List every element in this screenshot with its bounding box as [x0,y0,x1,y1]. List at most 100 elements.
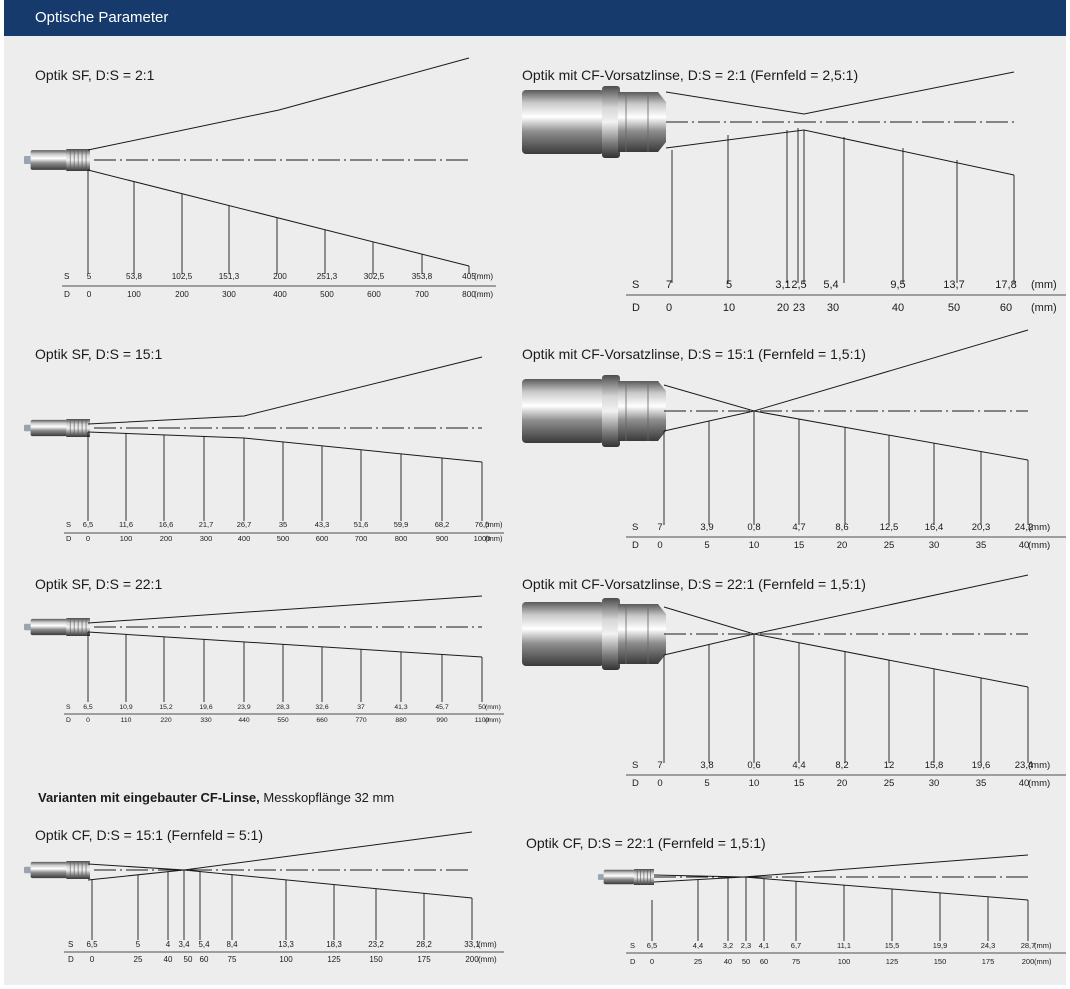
unit-label: (mm) [485,717,501,724]
spot-size-value: 28,3 [276,704,289,711]
distance-value: 400 [238,534,251,543]
sensor-head-icon [598,869,654,885]
distance-value: 100 [127,290,141,299]
diagram-title: Optik CF, D:S = 22:1 (Fernfeld = 1,5:1) [526,835,766,851]
d-row-label: D [632,540,639,551]
distance-value: 10 [749,778,760,789]
spot-size-value: 19,6 [199,704,212,711]
spot-size-value: 50 [478,704,486,711]
unit-label: (mm) [1028,760,1050,771]
beam-upper-edge [87,356,483,425]
distance-value: 50 [184,955,193,964]
distance-value: 500 [277,534,290,543]
sensor-head-icon [24,149,90,171]
spot-size-value: 3,4 [178,940,190,949]
sensor-body [30,861,67,879]
distance-value: 200 [175,290,189,299]
distance-value: 900 [436,534,449,543]
distance-value: 23 [793,302,805,314]
spot-size-value: 353,8 [412,272,433,281]
unit-label: (mm) [1031,302,1057,314]
distance-value: 30 [929,540,940,551]
diagram-sf-22-1: Optik SF, D:S = 22:1 SD 6,5 10,9 15,2 19,6 23,… [24,576,504,724]
distance-value: 100 [120,534,133,543]
beam-upper-edge [653,854,1029,878]
unit-label: (mm) [1028,522,1050,533]
spot-size-value: 7 [666,279,672,291]
distance-value: 200 [1022,957,1035,966]
spot-size-value: 4 [166,940,171,949]
section-note-bold: Varianten mit eingebauter CF-Linse, [38,790,260,805]
spot-size-value: 2,5 [791,279,806,291]
spot-size-value: 11,6 [119,520,133,529]
spot-size-value: 28,7 [1021,941,1036,950]
spot-size-value: 200 [273,272,287,281]
unit-label: (mm) [485,534,503,543]
unit-label: (mm) [485,520,503,529]
distance-value: 700 [355,534,368,543]
spot-size-value: 13,3 [278,940,294,949]
sensor-head-icon [24,618,90,636]
spot-size-value: 10,9 [119,704,132,711]
beam-lower-edge [87,431,483,463]
spot-size-value: 26,7 [237,520,252,529]
distance-value: 175 [982,957,995,966]
sensor-nut [618,92,666,152]
spot-size-value: 15,5 [885,941,900,950]
spot-size-value: 6,5 [86,940,98,949]
spot-size-value: 15,2 [159,704,172,711]
sensor-head-icon [24,861,90,879]
beam-upper-edge [87,57,470,151]
spot-size-value: 5 [136,940,141,949]
spot-size-value: 76,5 [475,520,490,529]
spot-size-value: 23,9 [237,704,250,711]
spot-size-value: 6,5 [647,941,657,950]
distance-value: 1000 [474,534,491,543]
spot-size-value: 6,7 [791,941,801,950]
d-row-label: D [630,957,636,966]
diagram-canvas: Varianten mit eingebauter CF-Linse, Mess… [24,57,1066,966]
spot-size-value: 0,8 [747,522,760,533]
distance-value: 15 [794,778,805,789]
distance-value: 600 [316,534,329,543]
diagram-cf-15-1: Optik mit CF-Vorsatzlinse, D:S = 15:1 (F… [522,329,1066,551]
distance-value: 35 [976,778,987,789]
distance-value: 100 [279,955,293,964]
unit-label: (mm) [474,272,493,281]
spot-size-value: 23,4 [1015,760,1034,771]
spot-size-value: 8,2 [835,760,848,771]
distance-value: 20 [777,302,789,314]
diagram-sf-2-1: Optik SF, D:S = 2:1 SD 5 53,8 102,5 151,3 200 2… [24,57,496,299]
spot-size-value: 102,5 [172,272,193,281]
distance-value: 125 [886,957,899,966]
sensor-ring [602,598,620,670]
spot-size-value: 33,1 [464,940,480,949]
spot-size-value: 37 [357,704,365,711]
diagram-ocf-15-1: Optik CF, D:S = 15:1 (Fernfeld = 5:1) SD 6… [24,827,504,964]
diagram-title: Optik SF, D:S = 2:1 [35,67,155,83]
spot-size-value: 302,5 [364,272,385,281]
spot-size-value: 16,4 [925,522,944,533]
distance-value: 40 [164,955,173,964]
distance-value: 5 [704,778,709,789]
sensor-head-icon [24,419,90,437]
spot-size-value: 18,3 [326,940,342,949]
unit-label: (mm) [1028,540,1050,551]
section-title: Optische Parameter [35,9,169,26]
distance-value: 550 [277,717,289,724]
spot-size-value: 3,2 [723,941,733,950]
distance-value: 20 [837,540,848,551]
beam-lower-edge [87,631,483,658]
sensor-body [30,618,67,636]
distance-value: 400 [273,290,287,299]
distance-value: 125 [327,955,341,964]
spot-size-value: 405 [462,272,476,281]
sensor-nut [618,604,666,664]
d-row-label: D [66,534,72,543]
d-row-label: D [64,290,70,299]
spot-size-value: 4,4 [792,760,805,771]
spot-size-value: 251,3 [317,272,338,281]
beam-upper-edge [663,329,1029,412]
diagram-title: Optik mit CF-Vorsatzlinse, D:S = 15:1 (F… [522,346,866,362]
unit-label: (mm) [1028,778,1050,789]
